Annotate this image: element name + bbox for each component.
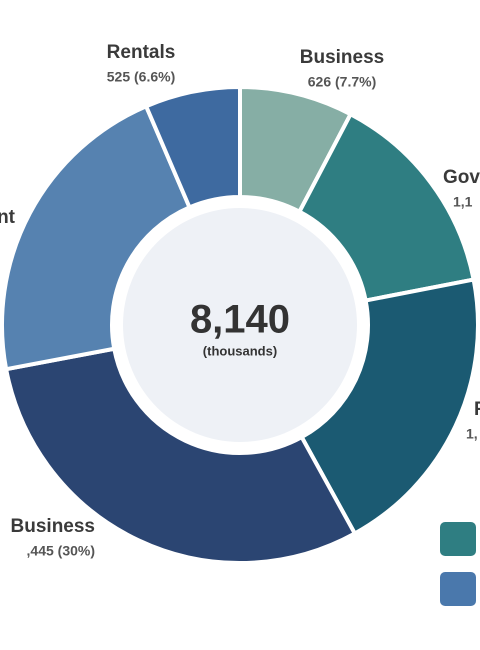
value-label: ,445 (30%) (27, 543, 95, 559)
category-label: Rentals (107, 42, 176, 63)
donut-segment (3, 346, 358, 565)
category-label: nt (0, 207, 16, 228)
value-label: 1, (466, 426, 478, 442)
category-label: F (474, 399, 480, 420)
center-disc (123, 208, 357, 442)
value-label: 626 (7.7%) (308, 74, 376, 90)
donut-segment (143, 84, 242, 210)
category-label: Business (300, 47, 384, 68)
inner-ring (114, 199, 366, 451)
value-label: 525 (6.6%) (107, 69, 175, 85)
legend-swatch (440, 522, 476, 556)
value-label: 1,1 (453, 194, 473, 210)
total-value: 8,140 (190, 298, 290, 342)
category-label: Gov (443, 167, 480, 188)
donut-segment (0, 103, 193, 372)
legend-swatch (440, 572, 476, 606)
total-unit: (thousands) (203, 343, 277, 358)
category-label: Business (11, 516, 95, 537)
donut-segment (299, 277, 480, 537)
